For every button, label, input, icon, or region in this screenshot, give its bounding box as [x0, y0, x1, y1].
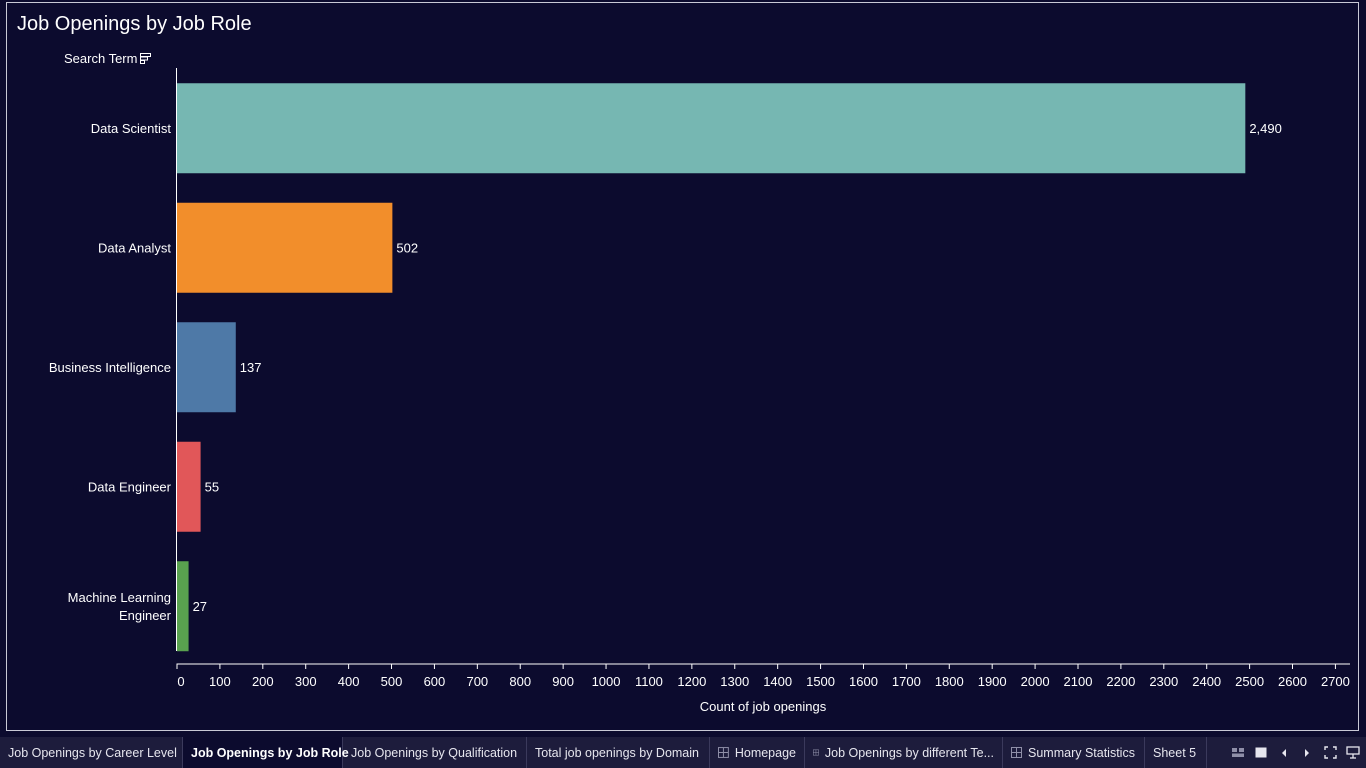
bar-business-intelligence[interactable] [177, 322, 236, 413]
search-term-label: Search Term [64, 51, 138, 66]
y-category-label[interactable]: Business Intelligence [49, 360, 171, 375]
x-tick-label: 1200 [677, 674, 706, 689]
x-tick-label: 2400 [1192, 674, 1221, 689]
x-tick-label: 2700 [1321, 674, 1350, 689]
bar-chart: 0 100 200 300 400 500 600 700 800 900 1000 1100 1200… [49, 68, 1350, 714]
chart-title: Job Openings by Job Role [17, 13, 252, 35]
x-tick-label: 1100 [635, 674, 663, 689]
x-axis-title: Count of job openings [700, 699, 827, 714]
bar-data-analyst[interactable] [177, 202, 393, 293]
x-tick-label: 800 [509, 674, 531, 689]
x-tick-label: 2600 [1278, 674, 1307, 689]
tab-total-job-openings-by-domain[interactable]: Total job openings by Domain [527, 737, 710, 768]
sheet-tab-bar: Job Openings by Career Level Job Openings… [0, 737, 1366, 768]
next-sheet-icon[interactable] [1300, 746, 1314, 760]
x-tick-label: 2500 [1235, 674, 1264, 689]
x-tick-label: 0 [177, 674, 184, 689]
presentation-mode-icon[interactable] [1346, 746, 1360, 760]
tab-label: Job Openings by Qualification [351, 745, 518, 760]
sort-icon[interactable] [140, 53, 152, 64]
x-tick-label: 1900 [978, 674, 1007, 689]
y-category-label[interactable]: Data Scientist [91, 121, 172, 136]
tab-label: Summary Statistics [1028, 745, 1135, 760]
x-tick-label: 1000 [592, 674, 621, 689]
x-tick-label: 600 [424, 674, 446, 689]
tab-summary-statistics[interactable]: Summary Statistics [1003, 737, 1145, 768]
tab-label: Sheet 5 [1153, 745, 1197, 760]
tab-label: Job Openings by different Te... [824, 745, 994, 760]
tab-job-openings-by-different-te[interactable]: Job Openings by different Te... [805, 737, 1003, 768]
y-category-label[interactable]: Data Engineer [88, 479, 172, 494]
bar-value-label: 27 [193, 599, 207, 614]
bar-data-scientist[interactable] [177, 83, 1246, 174]
tab-label: Job Openings by Job Role [191, 745, 349, 760]
dashboard-grid-icon [1011, 747, 1022, 758]
tab-sheet-5[interactable]: Sheet 5 [1145, 737, 1207, 768]
x-tick-label: 2100 [1064, 674, 1093, 689]
bar-value-label: 55 [205, 479, 219, 494]
bar-value-label: 2,490 [1249, 121, 1282, 136]
x-tick-label: 700 [466, 674, 488, 689]
tab-job-openings-by-qualification[interactable]: Job Openings by Qualification [343, 737, 527, 768]
x-tick-label: 200 [252, 674, 274, 689]
x-tick-label: 1800 [935, 674, 964, 689]
dashboard-grid-icon [813, 749, 819, 756]
bar-value-label: 137 [240, 360, 262, 375]
tab-label: Homepage [734, 745, 796, 760]
x-tick-label: 500 [381, 674, 403, 689]
x-tick-label: 1600 [849, 674, 878, 689]
y-category-label[interactable]: Machine Learning [68, 590, 171, 605]
x-tick-label: 1500 [806, 674, 835, 689]
x-tick-label: 2300 [1149, 674, 1178, 689]
dashboard-grid-icon [718, 747, 729, 758]
x-tick-label: 1700 [892, 674, 921, 689]
x-tick-label: 900 [552, 674, 574, 689]
x-tick-label: 2000 [1021, 674, 1050, 689]
tab-job-openings-by-job-role[interactable]: Job Openings by Job Role [183, 737, 349, 768]
search-term-field-header[interactable]: Search Term [64, 51, 152, 66]
x-tick-label: 300 [295, 674, 317, 689]
x-tick-label: 1400 [763, 674, 792, 689]
navigation-controls [1231, 737, 1360, 768]
bar-machine-learning-engineer[interactable] [177, 561, 189, 652]
previous-sheet-icon[interactable] [1277, 746, 1291, 760]
y-category-label[interactable]: Engineer [119, 608, 172, 623]
bar-data-engineer[interactable] [177, 441, 201, 532]
tab-homepage[interactable]: Homepage [710, 737, 805, 768]
fullscreen-icon[interactable] [1323, 746, 1337, 760]
tab-label: Total job openings by Domain [535, 745, 699, 760]
x-tick-label: 2200 [1106, 674, 1135, 689]
tab-label: Job Openings by Career Level [8, 745, 177, 760]
x-tick-label: 400 [338, 674, 360, 689]
tab-job-openings-by-career-level[interactable]: Job Openings by Career Level [0, 737, 183, 768]
y-category-label[interactable]: Data Analyst [98, 240, 171, 255]
show-tabs-icon[interactable] [1254, 746, 1268, 760]
x-tick-label: 100 [209, 674, 231, 689]
bar-value-label: 502 [396, 240, 418, 255]
sheet-tabs: Job Openings by Career Level Job Openings… [0, 737, 1207, 768]
show-filmstrip-icon[interactable] [1231, 746, 1245, 760]
x-tick-label: 1300 [720, 674, 749, 689]
worksheet-frame [6, 2, 1359, 731]
